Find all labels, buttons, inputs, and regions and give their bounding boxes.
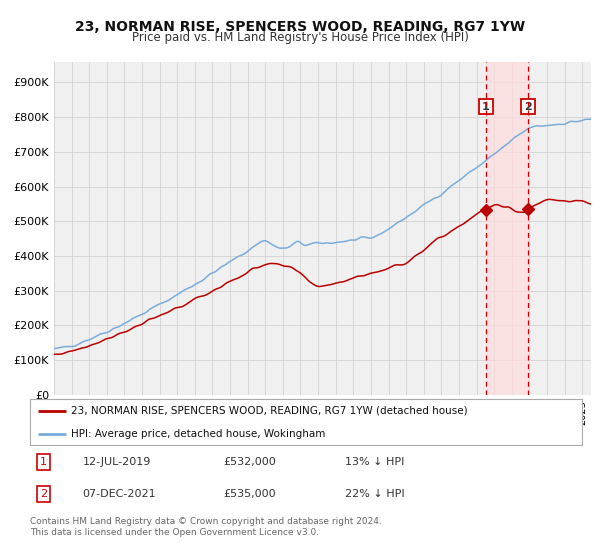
Text: 07-DEC-2021: 07-DEC-2021 [82, 489, 156, 500]
Bar [486, 62, 528, 395]
Text: 23, NORMAN RISE, SPENCERS WOOD, READING, RG7 1YW (detached house): 23, NORMAN RISE, SPENCERS WOOD, READING,… [71, 406, 468, 416]
Text: £532,000: £532,000 [223, 457, 276, 467]
Text: 2: 2 [524, 102, 532, 112]
Text: Contains HM Land Registry data © Crown copyright and database right 2024.
This d: Contains HM Land Registry data © Crown c… [30, 517, 382, 536]
Text: 13% ↓ HPI: 13% ↓ HPI [344, 457, 404, 467]
Text: 12-JUL-2019: 12-JUL-2019 [82, 457, 151, 467]
Text: 23, NORMAN RISE, SPENCERS WOOD, READING, RG7 1YW: 23, NORMAN RISE, SPENCERS WOOD, READING,… [75, 20, 525, 34]
Text: 1: 1 [40, 457, 47, 467]
Text: Price paid vs. HM Land Registry's House Price Index (HPI): Price paid vs. HM Land Registry's House … [131, 31, 469, 44]
Text: 22% ↓ HPI: 22% ↓ HPI [344, 489, 404, 500]
Text: 2: 2 [40, 489, 47, 500]
Text: £535,000: £535,000 [223, 489, 276, 500]
Text: HPI: Average price, detached house, Wokingham: HPI: Average price, detached house, Woki… [71, 429, 326, 438]
Text: 1: 1 [482, 102, 490, 112]
